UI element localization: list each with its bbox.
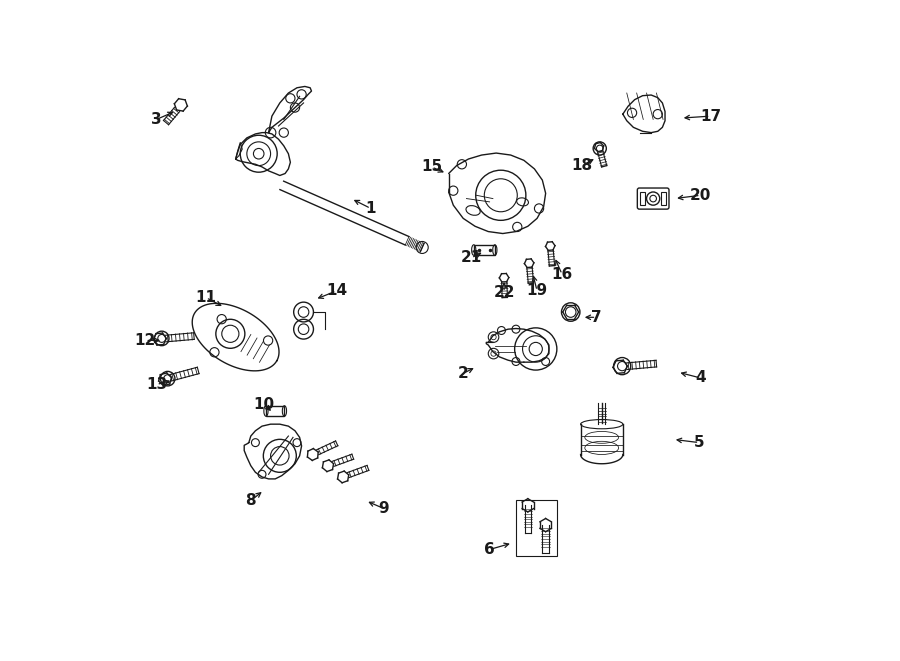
Text: 3: 3 [151, 112, 162, 127]
Text: 17: 17 [700, 108, 721, 124]
Text: 1: 1 [365, 201, 376, 216]
Bar [516, 500, 557, 556]
Text: 13: 13 [146, 377, 167, 392]
Text: 6: 6 [484, 542, 495, 557]
Text: 7: 7 [591, 310, 602, 325]
Text: 16: 16 [552, 267, 572, 282]
Text: 20: 20 [690, 188, 711, 203]
Text: 5: 5 [694, 435, 705, 450]
Text: 14: 14 [326, 284, 347, 298]
Text: 2: 2 [458, 366, 469, 381]
Text: 21: 21 [461, 251, 482, 266]
Text: 19: 19 [526, 284, 547, 298]
Bar [266, 406, 284, 416]
Text: 9: 9 [379, 501, 390, 516]
Text: 12: 12 [135, 333, 156, 348]
Text: 8: 8 [246, 493, 256, 508]
Text: 18: 18 [572, 158, 592, 173]
Text: 22: 22 [493, 285, 515, 299]
Text: 15: 15 [421, 159, 442, 175]
Text: 10: 10 [254, 397, 274, 412]
Text: 4: 4 [696, 371, 706, 385]
Bar [640, 192, 645, 205]
Bar [662, 192, 666, 205]
Text: 11: 11 [195, 290, 216, 305]
Bar [473, 245, 495, 255]
